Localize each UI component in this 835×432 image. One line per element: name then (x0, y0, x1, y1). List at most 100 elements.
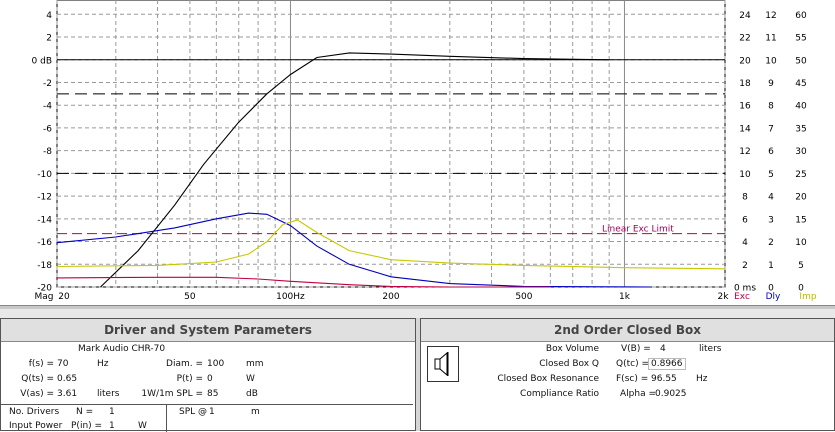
right-axis-label: 35 (795, 124, 806, 134)
y-tick-label: -20 (37, 284, 52, 294)
vas-label: V(as) = (20, 389, 54, 399)
frequency-response-chart: Linear Exc Limit 4 2 0 dB -2 -4 -6 -8 -10 -12 -14 -… (31, 0, 817, 302)
speaker-box-icon[interactable] (427, 346, 459, 382)
parameter-panels: Driver and System Parameters Mark Audio … (0, 318, 835, 432)
qts-label: Q(ts) = (21, 374, 54, 384)
x-tick-label: Mag (35, 292, 54, 302)
panel-divider (1, 404, 413, 405)
closed-box-resonance-label: Closed Box Resonance (497, 374, 599, 384)
pin-label: P(in) = (71, 421, 103, 431)
x-tick-label: 50 (184, 292, 196, 302)
splitter-gap (0, 309, 835, 318)
x-tick-label: 100Hz (276, 292, 305, 302)
right-axis-label: 12 (739, 147, 750, 157)
right-axis-label: 30 (795, 147, 807, 157)
right-axis-label: 4 (742, 238, 748, 248)
right-axis-label: 11 (765, 34, 776, 44)
right-axis-label: 25 (795, 170, 806, 180)
fs-label: f(s) = (28, 359, 54, 369)
pin-unit: W (138, 421, 147, 431)
right-axis-label: 22 (739, 34, 750, 44)
exc-limit-label: Linear Exc Limit (602, 225, 674, 235)
right-axis-label: 0 ms (734, 284, 756, 294)
right-axis-label: 0 (798, 284, 804, 294)
right-axis-label: 6 (742, 215, 748, 225)
y-tick-label: -4 (43, 102, 52, 112)
right-axis-label: 40 (795, 102, 807, 112)
drivers-label: No. Drivers (9, 407, 60, 417)
right-axis-label: 15 (795, 215, 806, 225)
series-line-0 (100, 52, 610, 288)
vas-value[interactable]: 3.61 (57, 389, 78, 399)
right-axis-label: 8 (742, 193, 748, 203)
right-axis-label: 2 (742, 261, 748, 271)
x-tick-label: Dly (766, 292, 781, 302)
right-axis-label: 7 (768, 124, 774, 134)
right-axis-label: 20 (795, 193, 807, 203)
y-tick-label: 0 dB (32, 56, 52, 66)
right-axis-label: 60 (795, 11, 807, 21)
closed-box-resonance-value[interactable]: 96.55 (651, 374, 677, 384)
compliance-ratio-expr: Alpha = (620, 389, 656, 399)
closed-box-panel: 2nd Order Closed Box Box Volume V(B) = 4… (420, 318, 835, 431)
diam-value[interactable]: 100 (207, 359, 225, 369)
series-line-1 (56, 212, 651, 288)
series-line-3 (56, 276, 551, 288)
pt-label: P(t) = (176, 374, 203, 384)
fs-unit: Hz (97, 359, 109, 369)
closed-box-q-label: Closed Box Q (539, 359, 599, 369)
right-axis-label: 5 (768, 170, 774, 180)
x-tick-label: 200 (382, 292, 399, 302)
right-axis-label: 4 (768, 193, 774, 203)
y-tick-label: -10 (37, 170, 52, 180)
right-axis-label: 10 (765, 56, 777, 66)
splitter-bar[interactable] (0, 305, 835, 309)
right-axis-label: 2 (768, 238, 774, 248)
y-tick-label: -2 (43, 79, 52, 89)
qts-value[interactable]: 0.65 (57, 374, 78, 384)
x-tick-label: 20 (58, 292, 70, 302)
driver-model: Mark Audio CHR-70 (78, 344, 166, 354)
closed-box-q-expr: Q(tc) = (616, 359, 649, 369)
series-line-2 (56, 219, 726, 270)
y-tick-label: 4 (46, 11, 52, 21)
right-axis-label: 14 (739, 124, 751, 134)
compliance-ratio-value[interactable]: 0.9025 (655, 389, 687, 399)
right-axis-label: 50 (795, 56, 807, 66)
right-axis-label: 1 (768, 261, 774, 271)
fs-value[interactable]: 70 (57, 359, 69, 369)
box-volume-label: Box Volume (545, 344, 599, 354)
chart-svg: Linear Exc Limit 4 2 0 dB -2 -4 -6 -8 -10 -12 -14 -… (32, 0, 817, 302)
panel-divider-v (166, 404, 167, 432)
y-tick-label: -6 (43, 124, 52, 134)
closed-box-resonance-unit: Hz (696, 374, 708, 384)
right-axis-label: 18 (739, 79, 751, 89)
n-label: N = (76, 407, 94, 417)
diam-unit: mm (246, 359, 264, 369)
splat-value[interactable]: 1 (209, 407, 215, 417)
compliance-ratio-label: Compliance Ratio (520, 389, 599, 399)
spl-unit: dB (246, 389, 258, 399)
n-value[interactable]: 1 (109, 407, 115, 417)
right-axis-label: 12 (765, 11, 776, 21)
right-axis-label: 24 (739, 11, 751, 21)
spl-value[interactable]: 85 (207, 389, 219, 399)
pt-value[interactable]: 0 (207, 374, 213, 384)
spl-label: 1W/1m SPL = (141, 389, 203, 399)
right-axis-label: 0 (768, 284, 774, 294)
box-volume-value[interactable]: 4 (660, 344, 666, 354)
box-volume-unit: liters (699, 344, 722, 354)
x-tick-label: Imp (799, 292, 816, 302)
right-axis-label: 10 (795, 238, 807, 248)
y-tick-label: -16 (37, 238, 52, 248)
splat-unit: m (251, 407, 260, 417)
closed-box-q-value[interactable]: 0.8966 (648, 358, 686, 370)
x-tick-label: 500 (515, 292, 532, 302)
pin-value[interactable]: 1 (109, 421, 115, 431)
right-axis-label: 20 (739, 56, 751, 66)
y-tick-label: -8 (43, 147, 52, 157)
x-tick-label: 2k (718, 292, 730, 302)
y-tick-label: -14 (37, 215, 52, 225)
right-axis-label: 3 (768, 215, 774, 225)
splat-label: SPL @ (179, 407, 208, 417)
